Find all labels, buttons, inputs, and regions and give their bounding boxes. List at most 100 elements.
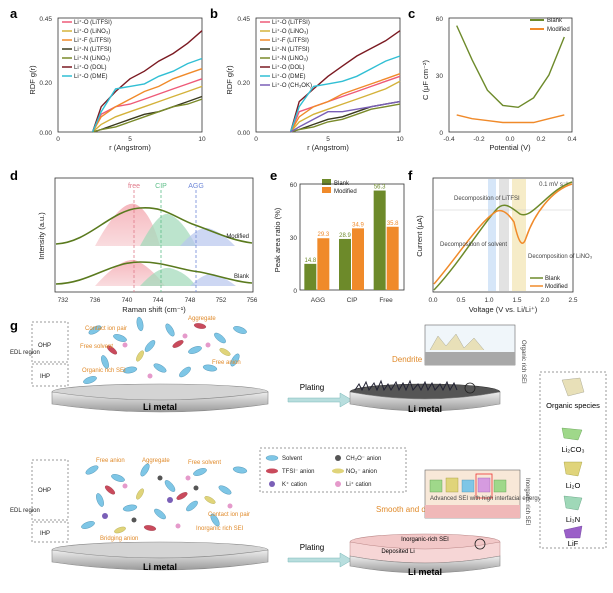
g-legend-solvent-text: Solvent bbox=[282, 456, 302, 462]
b-legend-0: Li⁺-O (LiTFSI) bbox=[260, 19, 310, 26]
a-legend-4: Li⁺-N (LiNO₃) bbox=[62, 55, 110, 62]
g-legend-ch3o-text: CH₃O⁻ anion bbox=[346, 456, 381, 462]
g-top-edl: EDL region bbox=[10, 350, 40, 356]
e-bar-1-2 bbox=[386, 226, 399, 290]
g-legend-ch3o-icon bbox=[335, 455, 341, 461]
b-legend-text-0: Li⁺-O (LiTFSI) bbox=[272, 19, 310, 26]
e-ytick-60: 60 bbox=[290, 182, 298, 189]
g-bot-plating-arrow bbox=[287, 552, 353, 568]
panel-label-c: c bbox=[408, 6, 415, 21]
b-legend-7: Li⁺-O (CH₃OK) bbox=[260, 82, 312, 89]
c-ytick-0: 0 bbox=[439, 130, 443, 137]
a-series-1 bbox=[92, 85, 203, 133]
f-band-gray bbox=[499, 179, 509, 291]
b-series-7 bbox=[290, 100, 401, 133]
g-bot-label-anion: Free anion bbox=[96, 458, 125, 464]
g-bot-k bbox=[102, 497, 173, 519]
g-legend-li-text: Li⁺ cation bbox=[346, 481, 372, 488]
b-legend-text-2: Li⁺-F (LiTFSI) bbox=[272, 37, 309, 44]
a-legend-text-6: Li⁺-O (DME) bbox=[74, 73, 108, 80]
g-legend-k-icon bbox=[269, 481, 275, 487]
c-legend-0: Blank bbox=[530, 18, 563, 24]
g-bot-li-metal: Li metal bbox=[143, 562, 177, 572]
c-xtick-04: 0.4 bbox=[567, 136, 576, 143]
g-top-plating: Plating bbox=[300, 383, 324, 392]
f-ann-solvent: Decomposition of solvent bbox=[440, 242, 507, 248]
g-species-organic-icon bbox=[561, 377, 585, 397]
e-cat-agg: AGG bbox=[311, 297, 325, 304]
g-bot-result-li: Li metal bbox=[408, 567, 442, 577]
g-top-ihp: IHP bbox=[40, 374, 50, 380]
a-legend: Li⁺-O (LiTFSI) Li⁺-O (LiNO₃) Li⁺-F (LiTF… bbox=[62, 19, 112, 80]
a-legend-text-0: Li⁺-O (LiTFSI) bbox=[74, 19, 112, 26]
b-legend-text-6: Li⁺-O (DME) bbox=[272, 73, 306, 80]
e-legend-1: Modified bbox=[322, 187, 357, 195]
b-xtick-0: 0 bbox=[254, 136, 258, 143]
g-legend-solvent-icon bbox=[265, 455, 279, 461]
schematic-g: EDL region OHP IHP bbox=[10, 316, 607, 577]
g-bot-inorg-layer: Inorganic-rich SEI bbox=[401, 537, 449, 543]
chart-f-lsv: 0.1 mV s⁻¹ Decomposition of LiTFSI Decom… bbox=[415, 177, 593, 314]
g-bot-magnifier bbox=[474, 538, 486, 550]
g-bot-ihp-box bbox=[31, 521, 69, 543]
g-legend-li-icon bbox=[335, 481, 341, 487]
b-legend-1: Li⁺-O (LiNO₃) bbox=[260, 28, 308, 35]
c-xtick-n04: -0.4 bbox=[443, 136, 455, 143]
b-ylabel: RDF g(r) bbox=[225, 65, 234, 95]
f-ann-lino3: Decomposition of LiNO₃ bbox=[528, 254, 593, 260]
c-xlabel: Potential (V) bbox=[489, 143, 531, 152]
g-bot-ohp-box bbox=[31, 459, 69, 521]
g-top-ohp: OHP bbox=[38, 343, 51, 349]
e-bar-0-2 bbox=[373, 190, 386, 290]
g-bot-result-title: Smooth and dense surface bbox=[376, 505, 472, 514]
g-top-inset-label: Organic rich SEI bbox=[520, 340, 526, 384]
g-bot-label-inorganic: Inorganic rich SEI bbox=[196, 526, 244, 532]
g-bot-disk-side bbox=[51, 549, 269, 571]
e-value-1-1: 34.9 bbox=[352, 222, 364, 228]
f-band-yellow bbox=[512, 179, 526, 291]
e-legend-swatch-1 bbox=[322, 187, 331, 193]
e-value-1-2: 35.8 bbox=[387, 221, 399, 227]
g-bot-inset-metal bbox=[425, 505, 520, 518]
g-legend-tfsi-text: TFSI⁻ anion bbox=[282, 469, 315, 475]
b-series-5 bbox=[289, 30, 401, 133]
e-ytick-30: 30 bbox=[290, 235, 298, 242]
g-bot-label-bridging: Bridging anion bbox=[100, 536, 138, 542]
e-legend-text-1: Modified bbox=[334, 189, 357, 195]
c-xtick-n02: -0.2 bbox=[473, 136, 485, 143]
b-ytick-45: 0.45 bbox=[237, 16, 250, 23]
g-bot-inset-crystals bbox=[429, 473, 507, 499]
c-series-0 bbox=[456, 25, 565, 109]
f-xtick-10: 1.0 bbox=[484, 297, 493, 304]
e-legend-0: Blank bbox=[322, 179, 350, 187]
g-top-ihp-box bbox=[31, 363, 69, 387]
e-value-0-2: 56.3 bbox=[374, 185, 386, 191]
g-species-organic: Organic species bbox=[546, 401, 600, 410]
d-xtick-740: 740 bbox=[122, 297, 133, 304]
a-xtick-0: 0 bbox=[56, 136, 60, 143]
d-peak-free-top bbox=[95, 203, 160, 246]
chart-c: C (μF cm⁻²) Potential (V) 60 30 0 -0.4 -… bbox=[421, 16, 577, 152]
f-curve-blank bbox=[433, 181, 573, 291]
g-top-label-anion: Free anion bbox=[212, 360, 241, 366]
g-legend-no3-text: NO₃⁻ anion bbox=[346, 469, 377, 475]
g-bot-inset-label: Inorganic rich SEI bbox=[524, 478, 530, 526]
c-xtick-02: 0.2 bbox=[536, 136, 545, 143]
g-top-result-side bbox=[349, 391, 501, 412]
a-ytick-0: 0.00 bbox=[39, 130, 52, 137]
f-legend-text-1: Modified bbox=[545, 284, 568, 290]
g-top-molecules bbox=[83, 316, 247, 384]
b-frame bbox=[255, 17, 401, 133]
g-bot-deposited-label: Deposited Li bbox=[381, 549, 414, 555]
panel-label-b: b bbox=[210, 6, 218, 21]
c-ytick-30: 30 bbox=[436, 73, 444, 80]
g-species-lif: LiF bbox=[568, 539, 579, 548]
f-ann-litfsi: Decomposition of LiTFSI bbox=[454, 196, 520, 202]
b-legend-text-4: Li⁺-N (LiNO₃) bbox=[272, 55, 308, 62]
g-bot-plating: Plating bbox=[300, 543, 324, 552]
f-xtick-05: 0.5 bbox=[456, 297, 465, 304]
chart-d-raman: free CIP AGG Modified Blank Intensity (a… bbox=[37, 177, 258, 314]
f-legend-0: Blank bbox=[530, 276, 561, 282]
a-legend-0: Li⁺-O (LiTFSI) bbox=[62, 19, 112, 26]
g-bot-li bbox=[122, 475, 233, 529]
